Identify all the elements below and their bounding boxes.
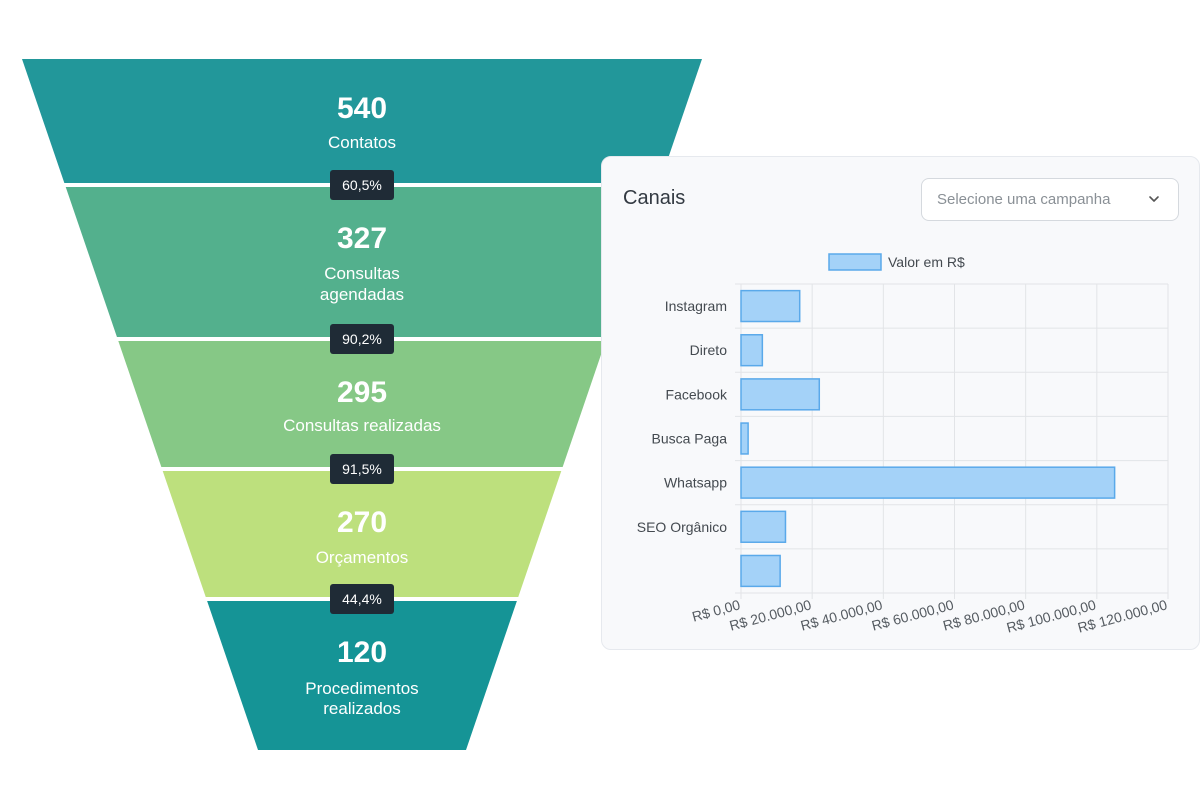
category-label: Whatsapp (664, 475, 727, 491)
funnel-band (162, 471, 562, 597)
funnel-stage: 327 Consultas agendadas (65, 187, 659, 337)
funnel-stage-label: Consultas (324, 264, 400, 283)
legend-swatch (828, 253, 882, 271)
campaign-select[interactable]: Selecione uma campanha (921, 178, 1179, 221)
conversion-rate-value: 91,5% (342, 461, 382, 477)
conversion-rate-badge: 90,2% (330, 324, 394, 354)
funnel-stage: 270 Orçamentos (162, 471, 562, 597)
bar[interactable] (740, 334, 764, 367)
conversion-rate-badge: 91,5% (330, 454, 394, 484)
bar[interactable] (740, 378, 821, 411)
channels-bar-chart: Valor em R$ Instagram Direto Facebook Busca … (637, 253, 1169, 636)
funnel-stage-value: 270 (337, 506, 387, 539)
funnel-band (207, 601, 517, 750)
category-label: SEO Orgânico (637, 519, 727, 535)
funnel-stage-value: 540 (337, 92, 387, 125)
conversion-rate-value: 90,2% (342, 331, 382, 347)
badge-background (330, 454, 394, 484)
badge-background (330, 324, 394, 354)
funnel-band (22, 59, 702, 183)
conversion-rate-value: 44,4% (342, 591, 382, 607)
legend-label: Valor em R$ (888, 254, 965, 270)
campaign-select-placeholder: Selecione uma campanha (937, 191, 1111, 208)
funnel-stage-label: realizados (323, 699, 401, 718)
bar[interactable] (740, 422, 749, 455)
category-label: Facebook (666, 386, 728, 402)
funnel-stage-value: 327 (337, 222, 387, 255)
category-label: Instagram (665, 298, 727, 314)
badge-background (330, 170, 394, 200)
x-tick-label: R$ 60.000,00 (870, 596, 956, 633)
funnel-band (118, 341, 606, 467)
chevron-down-icon (1149, 196, 1159, 202)
x-tick-label: R$ 40.000,00 (799, 596, 885, 633)
funnel-stage-value: 295 (337, 376, 387, 409)
funnel-band (65, 187, 659, 337)
channels-card: Canais Selecione uma campanha Valor em R… (601, 156, 1200, 650)
funnel-stage: 295 Consultas realizadas (118, 341, 606, 467)
funnel-stage-label: Procedimentos (305, 679, 418, 698)
bar[interactable] (740, 554, 781, 588)
conversion-rate-value: 60,5% (342, 177, 382, 193)
funnel-stage: 540 Contatos (22, 59, 702, 183)
bar[interactable] (740, 289, 801, 323)
funnel-stage-label: Contatos (328, 133, 396, 152)
funnel-stage-label: Orçamentos (316, 548, 409, 567)
conversion-rate-badge: 60,5% (330, 170, 394, 200)
funnel-stage-label: Consultas realizadas (283, 416, 441, 435)
chart-legend: Valor em R$ (828, 253, 965, 271)
conversion-funnel: 540 Contatos 327 Consultas agendadas 295 Consu… (22, 59, 702, 750)
funnel-stage-label: agendadas (320, 285, 404, 304)
category-label: Busca Paga (652, 431, 728, 447)
conversion-rate-badge: 44,4% (330, 584, 394, 614)
bar[interactable] (740, 510, 787, 543)
category-label: Direto (690, 342, 728, 358)
card-title: Canais (623, 187, 686, 209)
badge-background (330, 584, 394, 614)
x-tick-label: R$ 20.000,00 (728, 596, 814, 633)
bar[interactable] (740, 466, 1116, 499)
funnel-stage-value: 120 (337, 636, 387, 669)
